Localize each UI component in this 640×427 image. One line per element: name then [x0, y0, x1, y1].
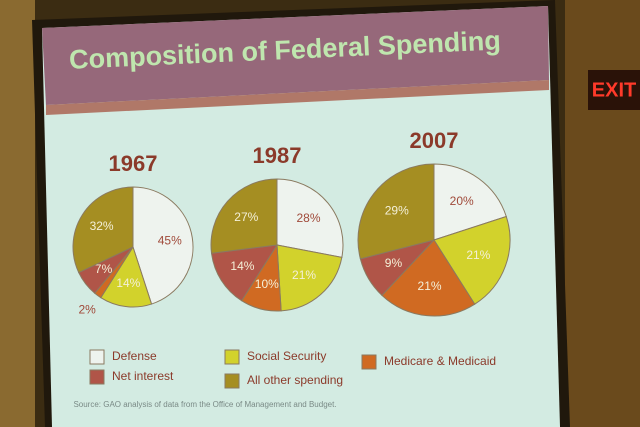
slice-label: 7% — [95, 262, 113, 276]
legend-swatch — [224, 373, 240, 389]
slice-label: 20% — [450, 194, 474, 208]
slice-label: 10% — [255, 277, 279, 291]
pie-title: 2007 — [410, 128, 459, 153]
title-band — [42, 6, 549, 105]
legend-label: Net interest — [112, 369, 174, 383]
slice-label: 21% — [466, 248, 490, 262]
slice-label: 14% — [116, 276, 140, 290]
legend-label: Medicare & Medicaid — [384, 354, 496, 368]
pie-slice — [276, 178, 344, 258]
pie-slice — [357, 163, 435, 260]
slice-label: 9% — [385, 256, 403, 270]
slice-label: 27% — [234, 210, 258, 224]
legend-swatch — [89, 349, 105, 365]
slice-label: 29% — [385, 203, 409, 217]
pie-slice — [210, 178, 278, 254]
slice-label: 21% — [292, 268, 316, 282]
slice-label: 21% — [418, 279, 442, 293]
legend-label: Defense — [112, 349, 157, 363]
pie-slice — [132, 186, 194, 305]
pie-slice — [381, 239, 476, 317]
legend-swatch — [361, 354, 377, 370]
pie-slice — [72, 186, 134, 274]
legend-swatch — [89, 369, 105, 385]
exit-box — [588, 70, 640, 110]
legend-swatch — [224, 349, 240, 365]
slice-label: 28% — [297, 211, 321, 225]
pie-slice — [100, 245, 153, 308]
pie-slice — [433, 215, 511, 305]
wall — [565, 0, 640, 427]
slice-label: 14% — [230, 259, 254, 273]
slice-label: 2% — [78, 302, 96, 316]
legend-label: All other spending — [247, 373, 343, 387]
legend-label: Social Security — [247, 349, 326, 363]
pie-title: 1967 — [109, 151, 158, 176]
slice-label: 32% — [90, 219, 114, 233]
source-note: Source: GAO analysis of data from the Of… — [73, 400, 336, 409]
pie-slice — [276, 244, 343, 312]
pie-slice — [210, 244, 278, 302]
exit-sign: EXIT — [592, 79, 636, 101]
slice-label: 45% — [158, 233, 182, 247]
pie-slice — [433, 163, 507, 241]
pie-title: 1987 — [253, 143, 302, 168]
wall-left — [0, 0, 35, 427]
title-rule — [46, 80, 549, 115]
